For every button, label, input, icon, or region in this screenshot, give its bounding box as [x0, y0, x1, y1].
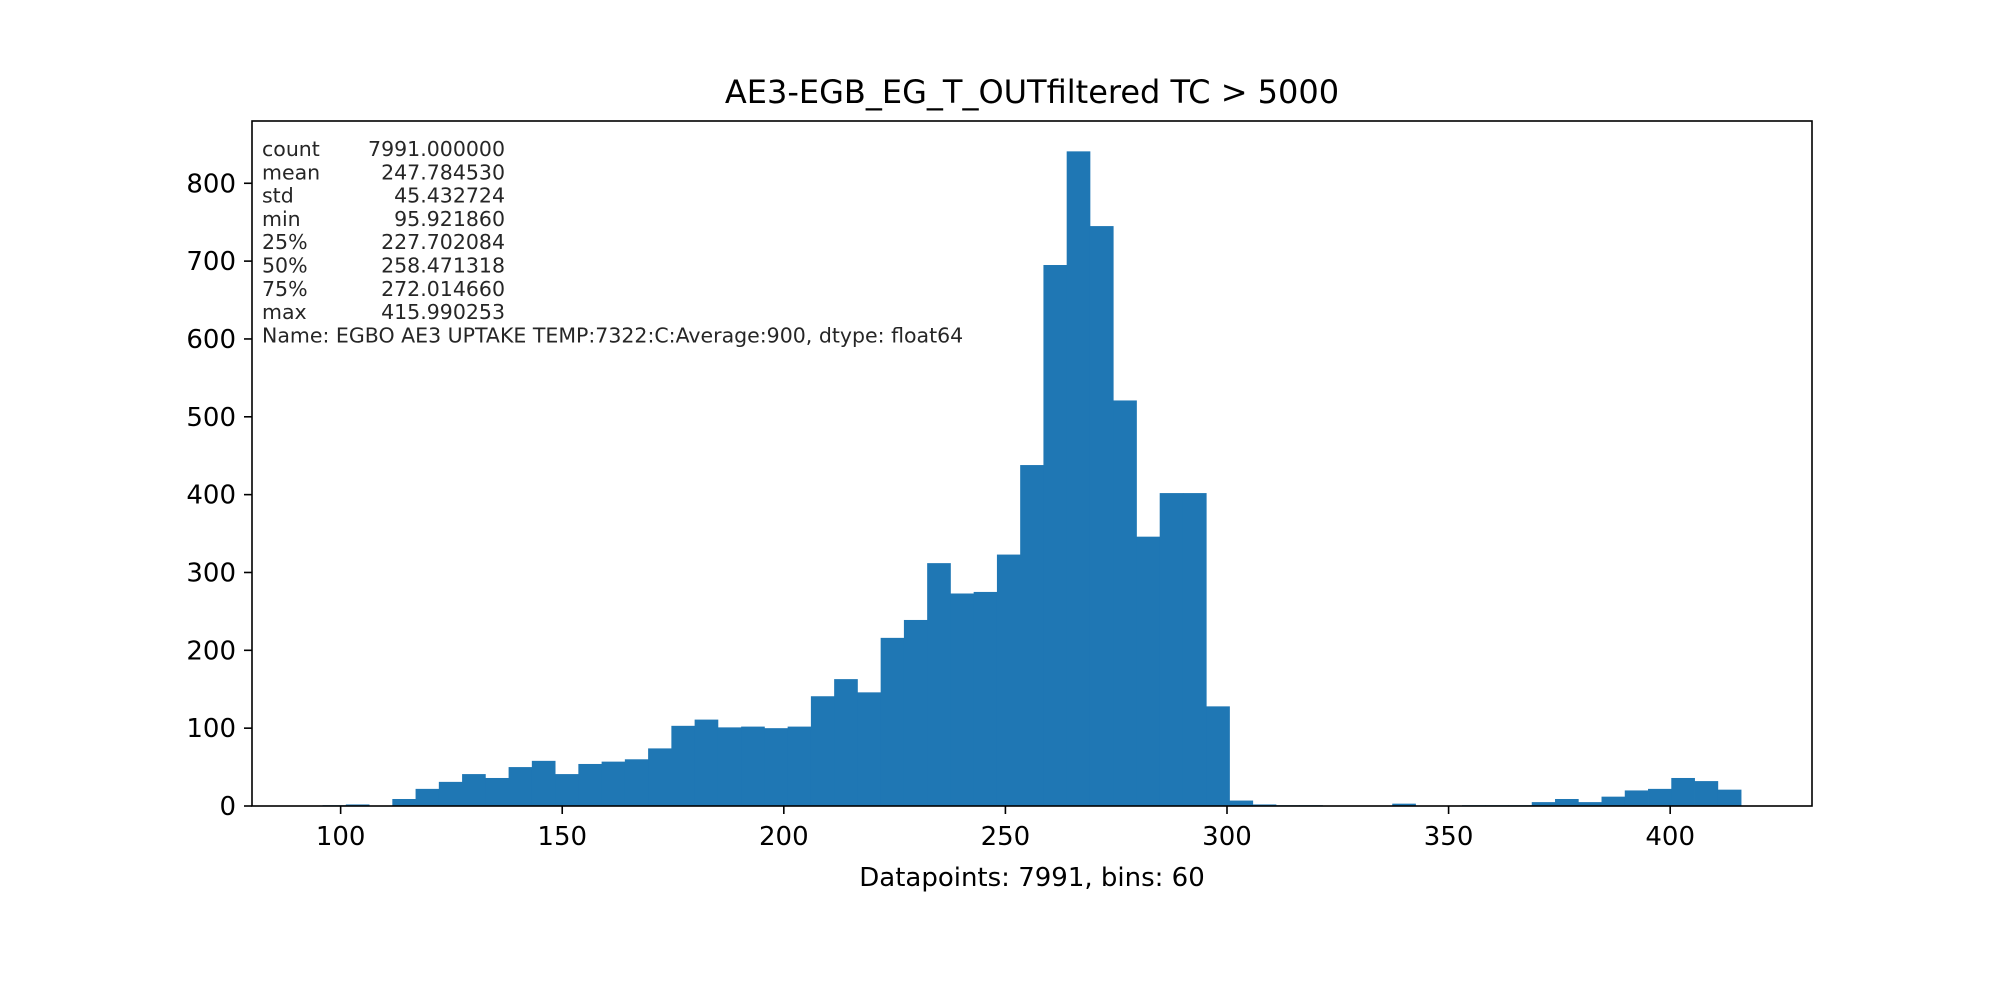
chart-title: AE3-EGB_EG_T_OUTfiltered TC > 5000 [725, 73, 1339, 111]
histogram-bar [624, 759, 649, 806]
histogram-bar [601, 761, 626, 806]
histogram-bar [1206, 706, 1230, 806]
histogram-bar [787, 726, 812, 806]
y-tick-label: 300 [186, 558, 236, 588]
histogram-bar [392, 798, 416, 806]
x-tick-label: 250 [981, 822, 1031, 852]
histogram-bar [694, 719, 719, 806]
x-axis: 100 150 200 250 300 350 400 [316, 806, 1695, 852]
histogram-bar [1717, 789, 1742, 806]
histogram-bar [1043, 265, 1068, 806]
histogram-bar [1578, 802, 1602, 806]
histogram-bar [1694, 781, 1719, 806]
histogram-bar [1066, 151, 1091, 806]
stats-label: 25% [262, 230, 308, 254]
x-tick-label: 350 [1424, 822, 1474, 852]
histogram-bar [531, 760, 556, 806]
histogram-bar [717, 727, 742, 806]
y-tick-label: 200 [186, 636, 236, 666]
histogram-bar [578, 763, 603, 806]
x-tick-label: 150 [537, 822, 587, 852]
histogram-bar [1648, 788, 1672, 806]
histogram-bar [1182, 493, 1207, 806]
histogram-bar [648, 748, 672, 806]
histogram-bar [1624, 790, 1649, 806]
histogram-bar [508, 767, 533, 806]
y-tick-label: 0 [219, 792, 236, 822]
histogram-bar [1392, 803, 1416, 806]
stats-label: 50% [262, 254, 308, 278]
stats-box: count 7991.000000 mean 247.784530 std 45.4327… [262, 137, 963, 347]
plot-frame [251, 120, 1813, 807]
y-tick-label: 100 [186, 714, 236, 744]
stats-label: min [262, 207, 301, 231]
histogram-bar [1136, 536, 1161, 806]
histogram-bar [857, 692, 882, 806]
histogram-bar [438, 781, 463, 806]
histogram-bar [741, 726, 765, 806]
stats-value: 272.014660 [381, 277, 505, 301]
y-axis: 0 100 200 300 400 500 600 700 800 [186, 169, 252, 822]
x-tick-label: 300 [1202, 822, 1252, 852]
histogram-bar [671, 725, 696, 806]
stats-value: 415.990253 [381, 300, 505, 324]
stats-value: 7991.000000 [368, 137, 505, 161]
y-tick-label: 700 [186, 247, 236, 277]
histogram-bar [1229, 800, 1254, 806]
histogram-bar [950, 593, 975, 806]
histogram-bar [485, 777, 509, 806]
histogram-bar [555, 774, 579, 806]
histogram-bar [415, 788, 440, 806]
histogram-bar [1601, 796, 1626, 806]
histogram-bar [1159, 493, 1184, 806]
histogram-bar [1671, 777, 1695, 806]
x-tick-label: 200 [759, 822, 809, 852]
histogram-bar [880, 637, 905, 806]
x-axis-label: Datapoints: 7991, bins: 60 [859, 863, 1205, 893]
histogram-bar [810, 696, 835, 806]
histogram-bar [996, 554, 1021, 806]
histogram-bar [1531, 802, 1556, 806]
histogram-bar [973, 591, 998, 806]
stats-value: 247.784530 [381, 160, 505, 184]
stats-value: 258.471318 [381, 254, 505, 278]
histogram-bar [1555, 798, 1579, 806]
histogram-bar [1020, 465, 1044, 806]
stats-value: 45.432724 [394, 184, 505, 208]
histogram-bar [1089, 226, 1114, 807]
stats-name-line: Name: EGBO AE3 UPTAKE TEMP:7322:C:Averag… [262, 323, 963, 347]
y-tick-label: 500 [186, 403, 236, 433]
stats-label: mean [262, 160, 320, 184]
histogram-bar [927, 563, 951, 806]
histogram-bar [1113, 400, 1137, 806]
histogram-bar [903, 619, 928, 806]
y-tick-label: 800 [186, 169, 236, 199]
histogram-bar [462, 774, 486, 806]
stats-label: std [262, 184, 294, 208]
y-tick-label: 600 [186, 325, 236, 355]
y-tick-label: 400 [186, 481, 236, 511]
x-tick-label: 100 [316, 822, 366, 852]
stats-value: 95.921860 [394, 207, 505, 231]
histogram-bar [764, 728, 789, 806]
x-tick-label: 400 [1645, 822, 1695, 852]
histogram-bar [834, 679, 858, 806]
stats-value: 227.702084 [381, 230, 505, 254]
bars-group [322, 151, 1742, 807]
stats-label: max [262, 300, 307, 324]
stats-label: 75% [262, 277, 308, 301]
stats-label: count [262, 137, 320, 161]
